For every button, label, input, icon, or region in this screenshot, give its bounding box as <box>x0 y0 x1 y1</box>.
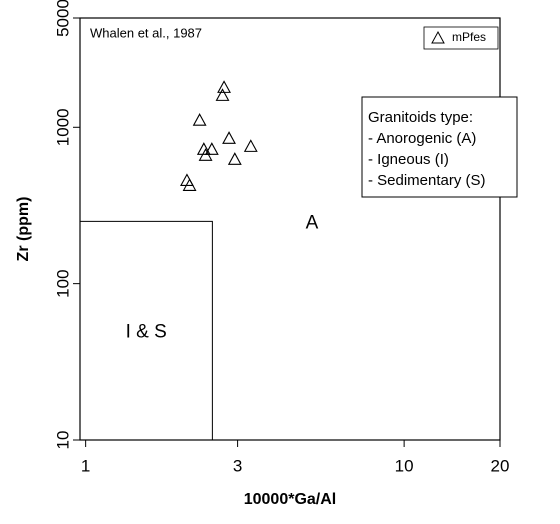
point <box>198 148 213 161</box>
field-label: I & S <box>126 322 167 343</box>
x-axis-label: 10000*Ga/Al <box>244 491 337 508</box>
point <box>192 113 207 126</box>
legend-marker <box>431 30 445 44</box>
info-line: - Sedimentary (S) <box>368 172 486 189</box>
info-line: - Igneous (I) <box>368 151 449 168</box>
y-tick-label: 1000 <box>53 108 72 146</box>
field-label: A <box>306 212 319 233</box>
point <box>217 80 231 93</box>
legend-label: mPfes <box>452 30 486 44</box>
y-tick-label: 5000 <box>53 0 72 37</box>
info-line: Granitoids type: <box>368 109 473 126</box>
info-box <box>361 96 518 198</box>
point <box>222 131 236 144</box>
y-axis-label: Zr (ppm) <box>15 197 32 262</box>
point <box>243 139 258 152</box>
annotation: Whalen et al., 1987 <box>90 25 202 40</box>
point <box>196 142 211 155</box>
x-tick-label: 10 <box>395 456 414 475</box>
x-tick-label: 3 <box>233 456 242 475</box>
point <box>204 142 219 155</box>
plot-frame <box>79 17 501 441</box>
x-tick-label: 1 <box>81 456 90 475</box>
field-boundary <box>80 220 213 440</box>
point <box>215 88 230 101</box>
x-tick-label: 20 <box>491 456 510 475</box>
point <box>182 178 197 191</box>
y-tick-label: 100 <box>53 269 72 297</box>
y-tick-label: 10 <box>53 431 72 450</box>
info-line: - Anorogenic (A) <box>368 130 476 147</box>
point <box>227 152 242 165</box>
